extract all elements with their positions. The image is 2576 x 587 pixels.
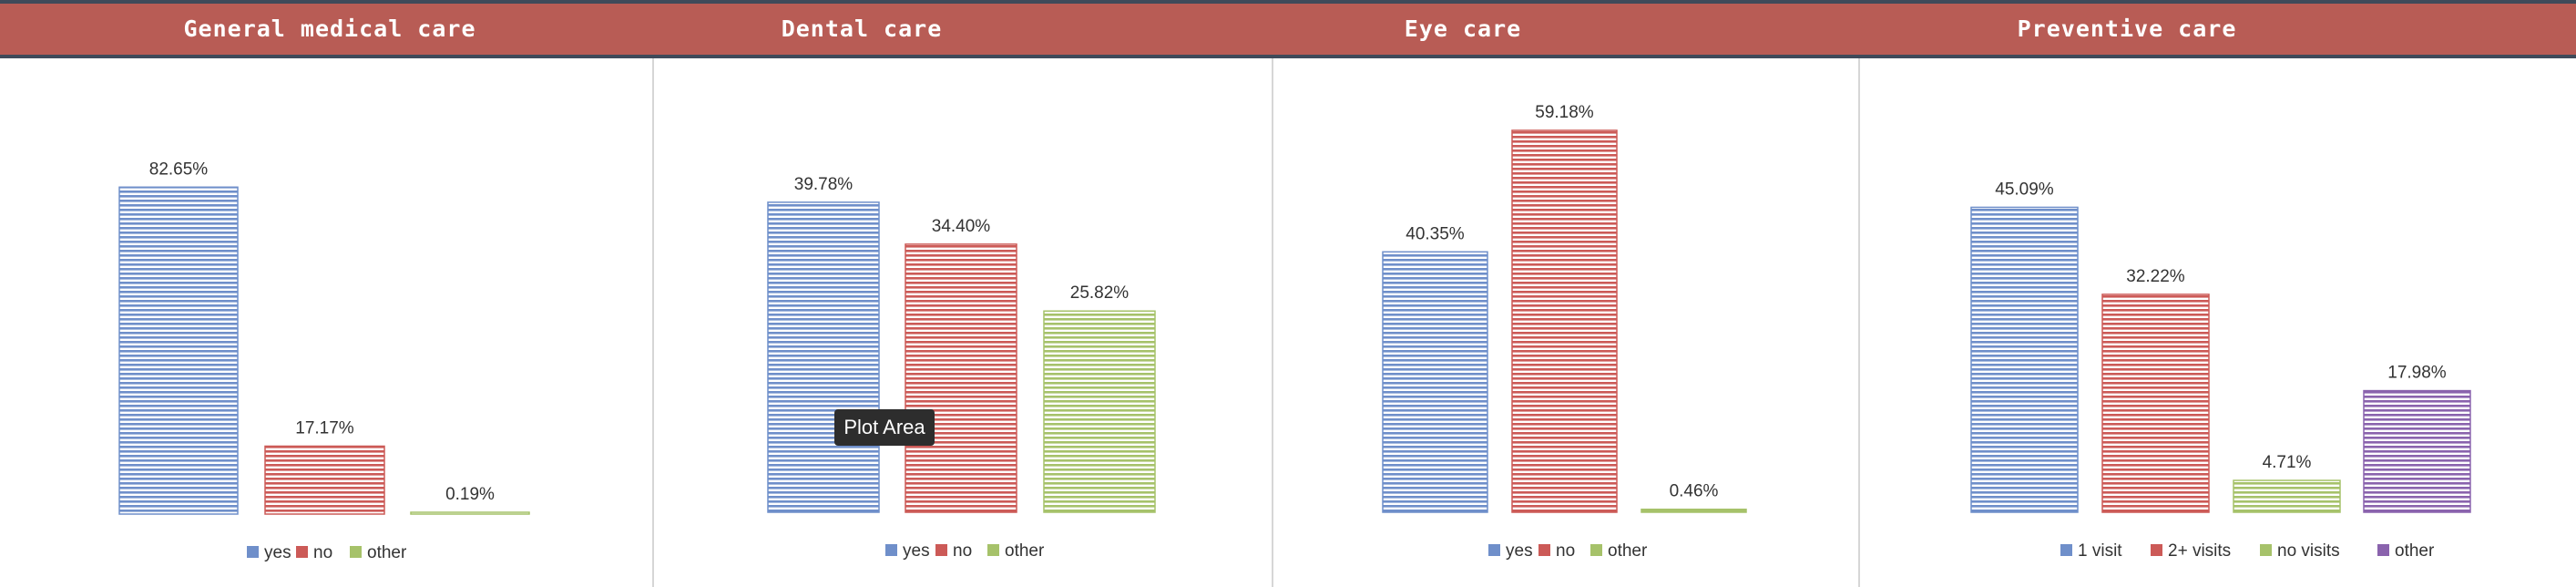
legend-swatch-other <box>350 546 362 558</box>
legend-swatch-yes <box>247 546 259 558</box>
chart-panel-dental-care[interactable]: 39.78% 34.40% 25.82% yes no other <box>654 58 1272 587</box>
legend-label-no: no <box>1556 541 1575 561</box>
data-label-yes: 39.78% <box>794 175 854 194</box>
bar-1-visit[interactable] <box>1971 207 2078 512</box>
data-label-yes: 82.65% <box>149 160 209 179</box>
legend-swatch-no <box>935 544 947 556</box>
legend-label-no: no <box>313 543 332 562</box>
legend-swatch-yes <box>1488 544 1500 556</box>
bar-no-visits[interactable] <box>2234 480 2340 512</box>
legend-swatch-yes <box>885 544 897 556</box>
bar-chart-general-medical-care[interactable]: 82.65% 17.17% 0.19% yes no other <box>0 58 652 587</box>
legend-label-other: other <box>1005 541 1045 561</box>
data-label-other: 0.19% <box>445 485 495 504</box>
legend-label-2-visits: 2+ visits <box>2168 541 2231 561</box>
data-label-1-visit: 45.09% <box>1995 180 2054 199</box>
legend-swatch-2-visits <box>2151 544 2162 556</box>
legend-label-1-visit: 1 visit <box>2078 541 2122 561</box>
data-label-no: 59.18% <box>1535 103 1594 122</box>
legend-label-other: other <box>367 543 407 562</box>
chart-title-general-medical-care: General medical care <box>0 4 659 55</box>
legend-swatch-no-visits <box>2260 544 2272 556</box>
data-label-other: 0.46% <box>1670 482 1719 501</box>
bar-other[interactable] <box>2364 391 2470 512</box>
bar-chart-dental-care[interactable]: 39.78% 34.40% 25.82% yes no other <box>654 58 1272 587</box>
bar-chart-eye-care[interactable]: 40.35% 59.18% 0.46% yes no other <box>1273 58 1858 587</box>
legend-label-no: no <box>953 541 972 561</box>
header-bar: General medical care Dental care Eye car… <box>0 4 2576 58</box>
legend-swatch-1-visit <box>2060 544 2072 556</box>
bar-yes[interactable] <box>119 187 238 514</box>
legend-swatch-other <box>1590 544 1602 556</box>
data-label-2-visits: 32.22% <box>2126 267 2185 286</box>
bar-yes[interactable] <box>1383 252 1487 512</box>
chart-title-dental-care: Dental care <box>652 4 1071 55</box>
chart-title-eye-care: Eye care <box>1272 4 1654 55</box>
chart-panel-preventive-care[interactable]: 45.09% 32.22% 4.71% 17.98% 1 visit 2+ visits n… <box>1860 58 2576 587</box>
data-label-no-visits: 4.71% <box>2263 453 2312 472</box>
legend-swatch-no <box>1538 544 1550 556</box>
legend-swatch-other <box>987 544 999 556</box>
legend-swatch-other <box>2377 544 2389 556</box>
bar-other[interactable] <box>411 512 529 514</box>
legend-swatch-no <box>296 546 308 558</box>
bar-no[interactable] <box>905 244 1017 512</box>
chart-panel-eye-care[interactable]: 40.35% 59.18% 0.46% yes no other <box>1273 58 1858 587</box>
data-label-no: 17.17% <box>295 418 354 438</box>
data-label-yes: 40.35% <box>1406 224 1465 243</box>
plot-area-tooltip: Plot Area <box>834 409 935 446</box>
data-label-other: 17.98% <box>2387 364 2447 383</box>
legend-label-yes: yes <box>1506 541 1533 561</box>
bar-other[interactable] <box>1044 311 1155 512</box>
chart-panel-general-medical-care[interactable]: 82.65% 17.17% 0.19% yes no other <box>0 58 652 587</box>
bar-other[interactable] <box>1641 510 1746 512</box>
bar-2-visits[interactable] <box>2102 294 2209 512</box>
data-label-other: 25.82% <box>1070 283 1130 303</box>
bar-no[interactable] <box>1512 130 1617 512</box>
data-label-no: 34.40% <box>932 217 991 236</box>
chart-title-preventive-care: Preventive care <box>1858 4 2396 55</box>
legend-label-other: other <box>1608 541 1648 561</box>
bar-no[interactable] <box>265 446 384 514</box>
legend-label-no-visits: no visits <box>2277 541 2340 561</box>
legend-label-yes: yes <box>903 541 930 561</box>
bar-chart-preventive-care[interactable]: 45.09% 32.22% 4.71% 17.98% 1 visit 2+ visits n… <box>1860 58 2576 587</box>
bar-yes[interactable] <box>768 202 879 512</box>
legend-label-other: other <box>2395 541 2435 561</box>
legend-label-yes: yes <box>264 543 291 562</box>
